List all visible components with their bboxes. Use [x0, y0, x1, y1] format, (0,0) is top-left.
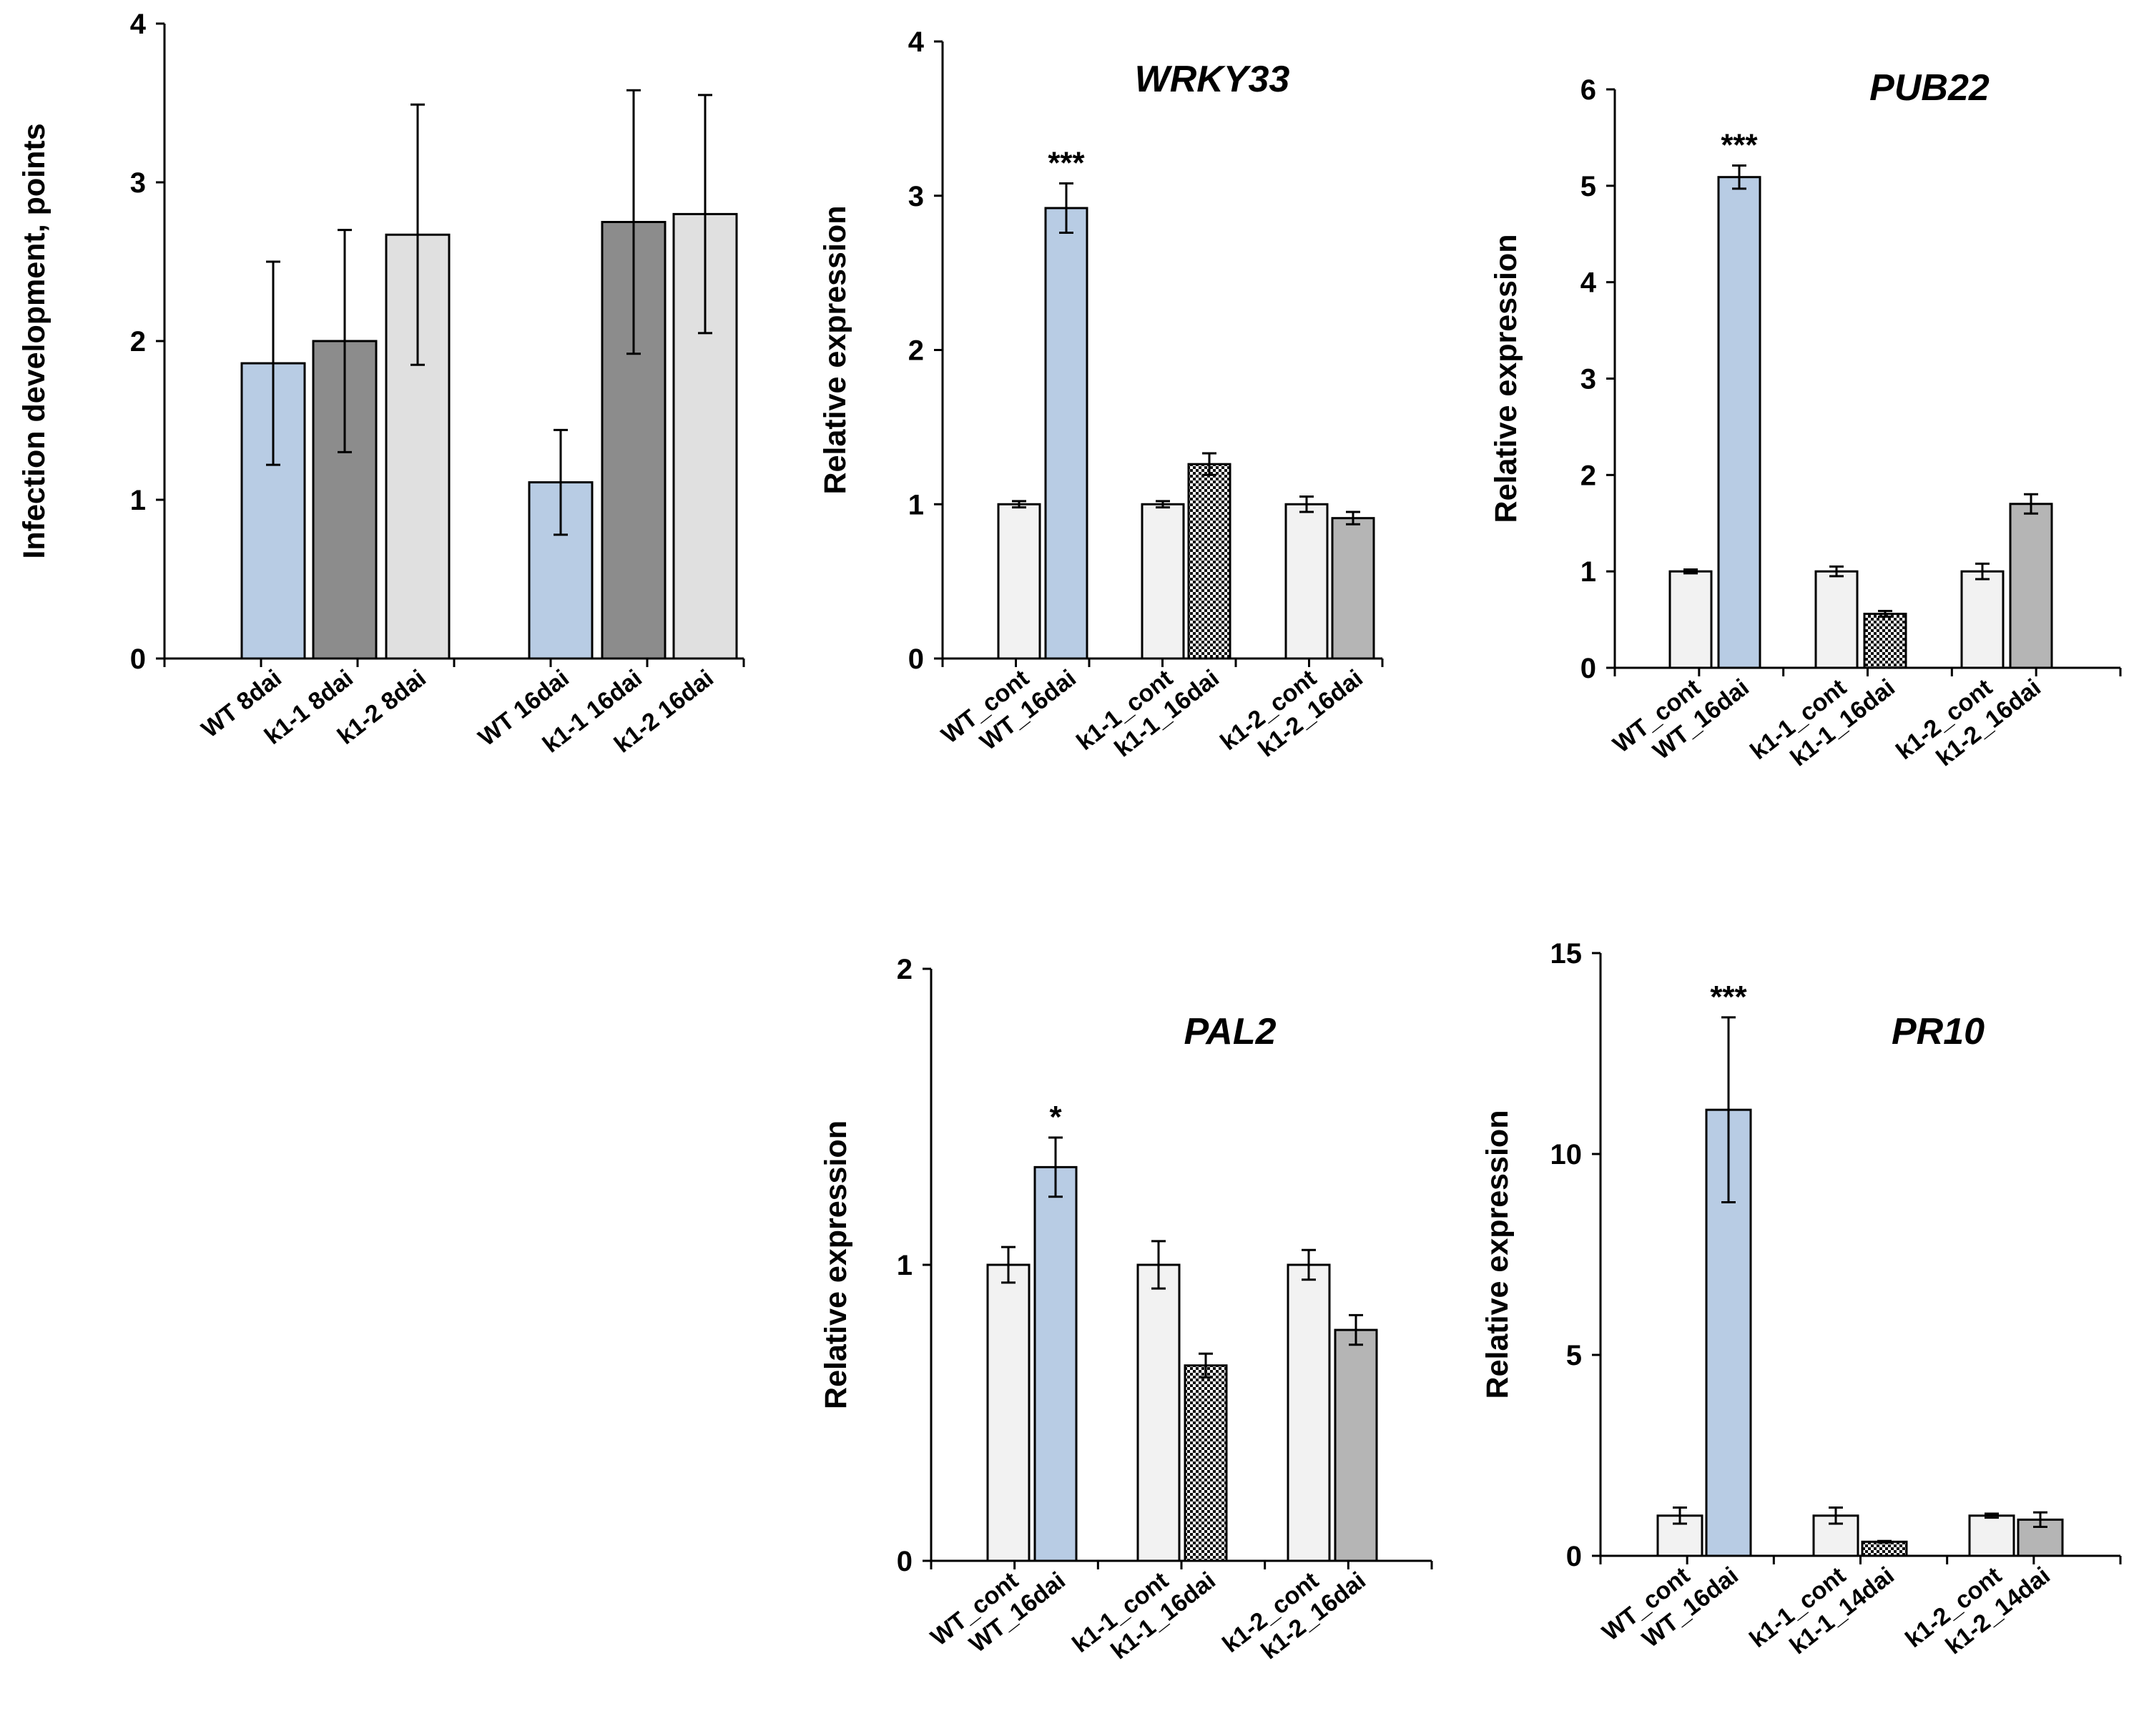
significance-label: *** [1721, 128, 1758, 163]
y-tick-label: 0 [1566, 1541, 1582, 1572]
y-axis-title: Relative expression [1480, 1110, 1515, 1399]
y-tick-label: 2 [130, 326, 146, 357]
y-tick-label: 0 [908, 643, 924, 675]
significance-label: * [1049, 1100, 1062, 1135]
y-tick-label: 1 [130, 485, 146, 516]
bar [1717, 176, 1761, 669]
bar [1861, 1540, 1908, 1557]
y-tick-label: 10 [1550, 1139, 1583, 1170]
bar [1334, 1328, 1378, 1562]
chart-title: PR10 [1892, 1011, 1985, 1052]
bar [1187, 463, 1231, 660]
y-tick-label: 1 [1580, 556, 1596, 588]
y-tick-label: 0 [1580, 653, 1596, 684]
y-axis-title: Relative expression [1489, 235, 1523, 523]
bar [997, 503, 1041, 660]
significance-label: *** [1710, 980, 1747, 1015]
y-tick-label: 15 [1550, 938, 1583, 970]
y-tick-label: 0 [897, 1546, 913, 1577]
y-tick-label: 4 [908, 26, 925, 58]
y-tick-label: 4 [1580, 267, 1597, 299]
bar [1287, 1263, 1331, 1562]
bar [1184, 1364, 1228, 1562]
y-tick-label: 4 [130, 9, 147, 40]
bar [1814, 570, 1859, 669]
bar [986, 1263, 1031, 1562]
chart-pub22: 0123456WT_cont***WT_16daik1-1_contk1-1_1… [1489, 67, 2122, 771]
bar [385, 233, 451, 660]
bar [1668, 570, 1713, 669]
y-axis-title: Infection development, points [17, 123, 51, 558]
chart-title: WRKY33 [1135, 59, 1290, 100]
y-tick-label: 2 [908, 335, 924, 367]
y-tick-label: 3 [1580, 364, 1596, 395]
bar [1284, 503, 1329, 660]
y-tick-label: 5 [1566, 1340, 1582, 1371]
bar [2009, 503, 2053, 669]
y-tick-label: 3 [130, 167, 146, 199]
bar [1331, 517, 1375, 660]
chart-title: PUB22 [1869, 67, 1990, 109]
y-tick-label: 1 [897, 1250, 913, 1281]
y-tick-label: 6 [1580, 74, 1596, 106]
y-axis-title: Relative expression [819, 1120, 853, 1409]
bar [1033, 1165, 1078, 1562]
y-tick-label: 5 [1580, 171, 1596, 202]
chart-pal2: 012WT_cont*WT_16daik1-1_contk1-1_16daik1… [819, 954, 1433, 1665]
bar [1136, 1263, 1181, 1562]
bar [1044, 207, 1088, 660]
bar [1863, 612, 1907, 669]
y-tick-label: 1 [908, 489, 924, 521]
chart-wrky33: 01234WT_cont***WT_16daik1-1_contk1-1_16d… [818, 26, 1384, 762]
y-tick-label: 2 [897, 954, 913, 985]
y-tick-label: 0 [130, 643, 146, 675]
bar [1960, 570, 2005, 669]
y-tick-label: 2 [1580, 460, 1596, 491]
chart-title: PAL2 [1184, 1011, 1276, 1052]
significance-label: *** [1048, 145, 1085, 180]
y-tick-label: 3 [908, 181, 924, 212]
bar [1968, 1514, 2015, 1557]
y-axis-title: Relative expression [818, 206, 852, 495]
bar [1141, 503, 1185, 660]
